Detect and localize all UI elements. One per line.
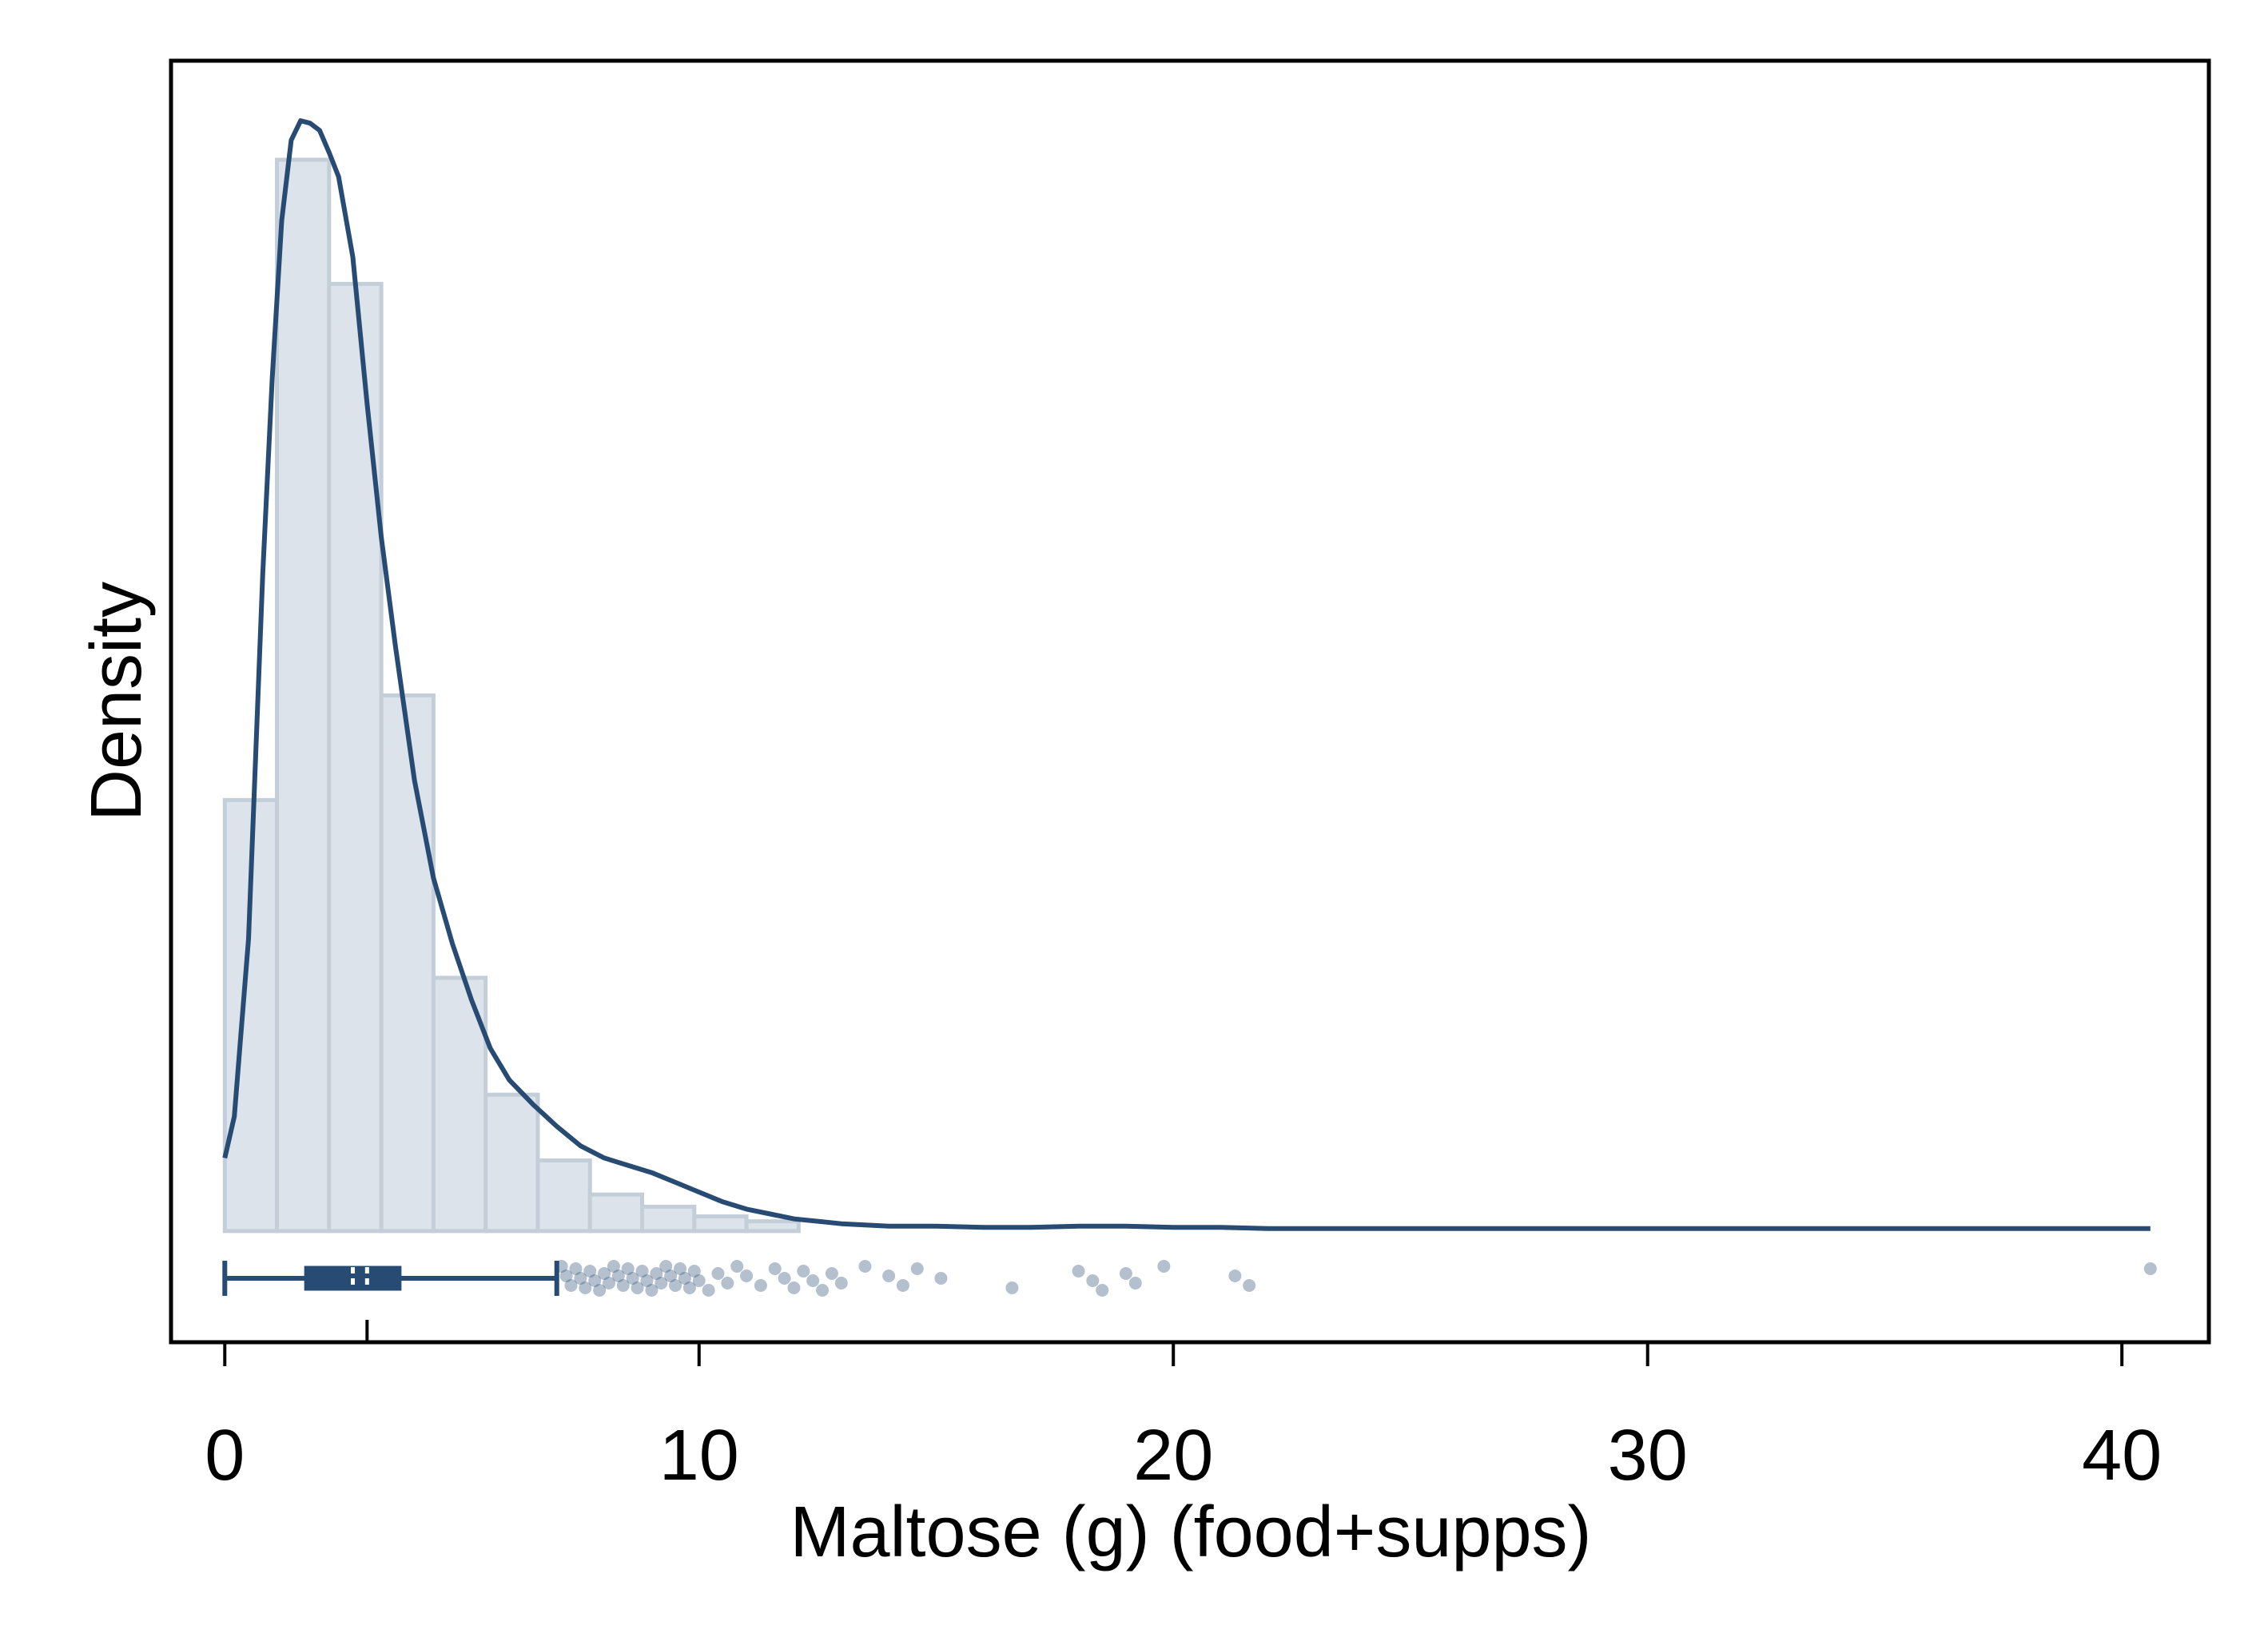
outlier-point [602,1277,615,1289]
outlier-point [659,1260,673,1273]
histogram-bar [587,1192,645,1234]
outlier-point [797,1265,810,1277]
kde-curve-group [222,118,2151,1231]
outlier-point [1128,1277,1142,1289]
outlier-point [1243,1279,1256,1292]
outlier-point [1157,1260,1171,1273]
outlier-point [1096,1284,1109,1297]
outlier-point [593,1284,607,1297]
outlier-point [711,1267,725,1280]
outlier-point [607,1260,620,1273]
outlier-point [754,1279,767,1292]
outlier-point [569,1262,583,1275]
outlier-point [806,1274,820,1287]
outlier-point [834,1277,848,1289]
outlier-point [1119,1267,1132,1280]
histogram-bar [744,1219,801,1234]
outlier-point [669,1279,682,1292]
histogram-bar [640,1204,697,1234]
histogram-bar [692,1214,749,1234]
outlier-point [730,1260,744,1273]
outlier-points [555,1260,2157,1297]
outlier-point [678,1272,691,1285]
outlier-point [564,1279,578,1292]
outlier-point [740,1270,754,1282]
histogram-bar [535,1158,592,1234]
outlier-point [721,1277,734,1289]
outlier-point [787,1281,801,1294]
outlier-point [645,1284,659,1297]
histogram-bar [483,1092,540,1234]
outlier-point [664,1270,678,1282]
outlier-point [555,1260,568,1273]
outlier-point [882,1270,896,1282]
outlier-point [687,1265,701,1277]
outlier-point [934,1272,948,1285]
y-axis-label: Density [77,582,157,821]
x-tick-label: 30 [1608,1416,1688,1496]
outlier-point [583,1265,597,1277]
outlier-point [635,1265,649,1277]
histogram-bar [327,281,384,1234]
x-tick-label: 20 [1133,1416,1213,1496]
histogram-bar [275,157,332,1234]
outlier-point [2143,1262,2157,1275]
histogram-bar [431,975,488,1234]
outlier-point [621,1262,635,1275]
boxplot-group [222,1261,559,1296]
outlier-point [1086,1274,1100,1287]
outlier-point [588,1274,602,1287]
outlier-point [611,1270,625,1282]
outlier-point [579,1281,592,1294]
kde-curve [222,118,2151,1231]
x-axis-label: Maltose (g) (food+supps) [790,1492,1592,1572]
outlier-point [655,1277,668,1289]
outlier-point [631,1281,644,1294]
x-axis: 0 10 20 30 40 [205,1320,2162,1496]
outlier-point [616,1279,630,1292]
outlier-point [640,1274,654,1287]
x-tick-label: 0 [205,1416,245,1496]
outlier-point [896,1279,909,1292]
outlier-point [768,1262,782,1275]
outlier-point [559,1270,573,1282]
outlier-point [574,1272,587,1285]
outlier-point [626,1272,639,1285]
outlier-point [825,1267,838,1280]
outlier-point [778,1272,791,1285]
outlier-point [858,1260,872,1273]
x-tick-label: 40 [2082,1416,2162,1496]
outlier-point [674,1262,687,1275]
x-tick-label: 10 [659,1416,739,1496]
outlier-point [682,1281,696,1294]
outlier-point [598,1267,611,1280]
histogram-bar [379,693,436,1234]
outlier-point [702,1284,715,1297]
outlier-point [1228,1270,1242,1282]
outlier-point [692,1274,706,1287]
outlier-point [1005,1281,1019,1294]
outlier-point [1072,1265,1085,1277]
outlier-point [650,1267,663,1280]
plot-frame [169,58,2211,1345]
outlier-point [816,1284,830,1297]
outlier-point [910,1262,924,1275]
